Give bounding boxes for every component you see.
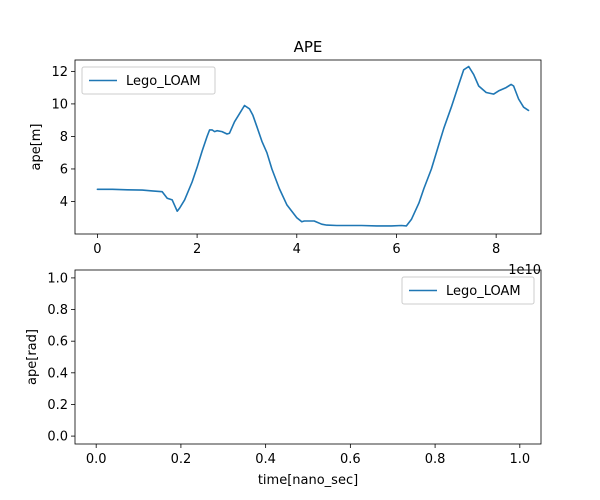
chart-title: APE [294,38,323,56]
x-tick-label: 2 [193,242,201,257]
x-axis-ticks: 0.0 0.2 0.4 0.6 0.8 1.0 [86,444,530,467]
x-tick-label: 0.8 [425,452,446,467]
plot-frame [74,59,542,235]
legend: Lego_LOAM [81,66,216,95]
legend: Lego_LOAM [401,276,535,305]
y-tick-label: 6 [60,162,68,177]
y-tick-label: 0.0 [47,430,68,445]
y-tick-label: 1.0 [47,271,68,286]
x-tick-label: 0.4 [255,452,276,467]
legend-label: Lego_LOAM [446,284,521,299]
x-tick-label: 0.6 [340,452,361,467]
y-tick-label: 0.6 [47,335,68,350]
y-tick-label: 0.4 [47,366,68,381]
series-line-lego-loam [96,65,530,227]
legend-box [81,66,216,95]
ape-rotation-subplot: 0.0 0.2 0.4 0.6 0.8 1.0 0.0 0.2 0.4 0.6 0.8 1.0 ti… [25,269,542,488]
series-group [96,65,530,227]
y-axis-label: ape[m] [29,123,44,170]
x-tick-label: 8 [492,242,500,257]
x-tick-label: 0.2 [171,452,192,467]
legend-box [401,276,535,305]
ape-translation-subplot: APE 0 2 4 6 8 4 6 8 10 12 1e10 ape[m] Lego_LOAM [29,38,542,278]
y-tick-label: 10 [51,97,68,112]
y-tick-label: 8 [60,130,68,145]
x-tick-label: 4 [293,242,301,257]
y-axis-label: ape[rad] [25,329,40,385]
y-axis-ticks: 4 6 8 10 12 [51,65,75,210]
x-axis-ticks: 0 2 4 6 8 [93,234,500,257]
y-tick-label: 0.8 [47,303,68,318]
y-tick-label: 12 [51,65,68,80]
x-tick-label: 0 [93,242,101,257]
y-axis-ticks: 0.0 0.2 0.4 0.6 0.8 1.0 [47,271,75,445]
x-tick-label: 1.0 [509,452,530,467]
x-tick-label: 0.0 [86,452,107,467]
plot-frame [74,269,542,445]
x-tick-label: 6 [392,242,400,257]
y-tick-label: 0.2 [47,398,68,413]
x-axis-offset-label: 1e10 [508,263,541,278]
y-tick-label: 4 [60,195,68,210]
legend-label: Lego_LOAM [126,74,201,89]
x-axis-label: time[nano_sec] [258,473,358,488]
